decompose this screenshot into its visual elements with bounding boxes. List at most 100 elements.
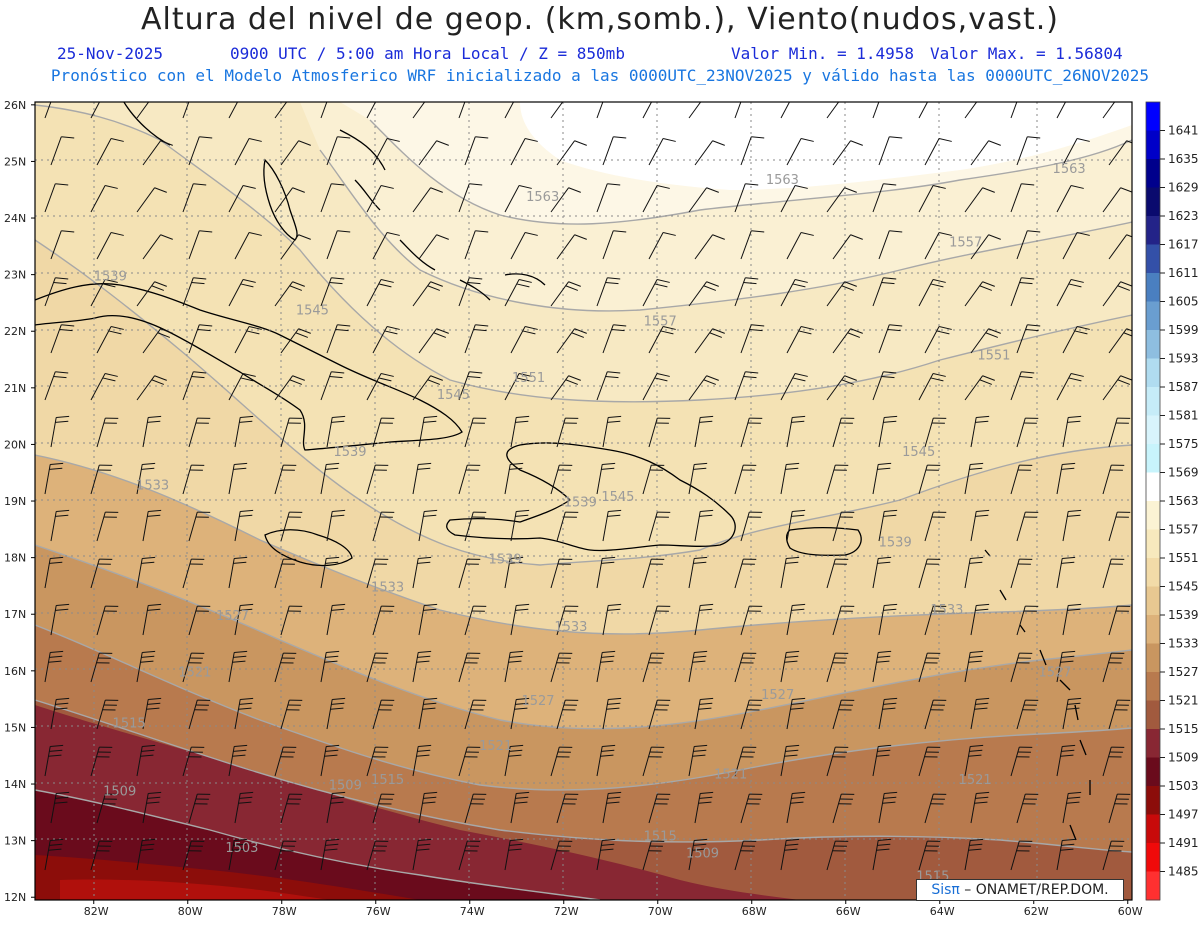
wind-barb [50,697,70,730]
wind-barb [326,603,346,636]
wind-barb [826,840,849,871]
wind-barb [458,840,481,871]
wind-barb [786,697,806,730]
wind-barb [1102,102,1116,119]
wind-barb [964,281,995,307]
lon-label: 74W [460,905,485,918]
jamaica-coast [264,529,353,567]
wind-barb [872,838,892,871]
wind-barb [366,102,377,119]
lon-label: 64W [930,905,955,918]
legend-label: 1617 [1168,238,1199,252]
wind-barb [872,650,892,683]
legend-label: 1545 [1168,580,1199,594]
wind-barb [44,650,64,683]
contour-label: 1515 [113,716,146,731]
wind-barb [372,699,395,730]
wind-barb [1062,138,1090,166]
wind-barb [1056,650,1076,683]
legend-swatch [1146,244,1160,274]
wind-barb [320,556,340,589]
contour-label: 1515 [644,830,677,845]
wind-barb [464,324,489,354]
wind-barb [648,417,671,448]
wind-barb [458,746,481,777]
lat-label: 23N [4,269,26,282]
wind-barb [1010,371,1035,401]
wind-barb [504,462,524,495]
lat-label: 25N [4,155,26,168]
wind-barb [924,138,952,166]
contour-label: 1533 [371,581,404,596]
wind-barb [918,373,946,401]
wind-barb [602,697,622,730]
wind-barb [826,281,857,307]
wind-barb [970,234,1001,260]
wind-barb [458,277,483,307]
contour-label: 1521 [959,773,992,788]
wind-barb [136,281,167,307]
legend-label: 1551 [1168,551,1199,565]
legend-swatch [1146,102,1160,131]
wind-barb [826,464,849,495]
wind-barb [320,462,340,495]
legend-label: 1509 [1168,751,1199,765]
wind-barb [780,838,800,871]
wind-barb [274,375,305,401]
wind-barb [234,232,262,260]
legend-swatch [1146,472,1160,502]
hispaniola-coast [446,442,736,552]
wind-barb [786,232,814,260]
contour-label: 1503 [225,841,258,856]
wind-barb [464,511,487,542]
legend-label: 1497 [1168,808,1199,822]
wind-barb [924,232,952,260]
wind-barb [504,838,524,871]
contour-label: 1533 [554,620,587,635]
wind-barb [142,415,162,448]
wind-barb [280,328,311,354]
wind-barb [826,558,849,589]
wind-barb [878,791,898,824]
wind-barb [780,462,800,495]
wind-barb [418,415,438,448]
wind-barb [458,371,483,401]
wind-barb [694,603,714,636]
wind-barb [688,462,708,495]
wind-barb [780,279,808,307]
wind-barb [96,793,119,824]
legend-swatch [1146,871,1160,901]
wind-barb [550,746,573,777]
wind-barb [182,746,205,777]
contour-label: 1533 [136,479,169,494]
wind-barb [90,373,118,401]
wind-barb [142,509,162,542]
color-legend: 1641 1635 1629 1623 1617 1611 1605 1599 1593 1587… [1145,101,1199,901]
wind-barb [228,279,256,307]
contour-label: 1509 [686,847,719,862]
grid [35,102,1132,900]
wind-barb [1056,462,1076,495]
wind-barb [924,605,947,636]
wind-barb [648,699,671,730]
wind-barb [96,699,119,730]
wind-barb [786,415,806,448]
wind-barb [642,185,670,213]
wind-barb [550,102,564,119]
contour-label: 1563 [766,173,799,188]
wind-barb [50,415,70,448]
lon-label: 70W [648,905,673,918]
wind-barb [740,324,765,354]
legend-label: 1641 [1168,124,1199,138]
wind-barb [688,744,708,777]
wind-barb [970,140,1001,166]
wind-barb [872,744,892,777]
wind-barb [1062,415,1082,448]
wind-barb [234,326,262,354]
wind-barb [320,650,340,683]
wind-barb [326,230,351,260]
legend-label: 1611 [1168,266,1199,280]
wind-barb [182,371,207,401]
wind-barb [504,373,532,401]
wind-barb [918,185,946,213]
